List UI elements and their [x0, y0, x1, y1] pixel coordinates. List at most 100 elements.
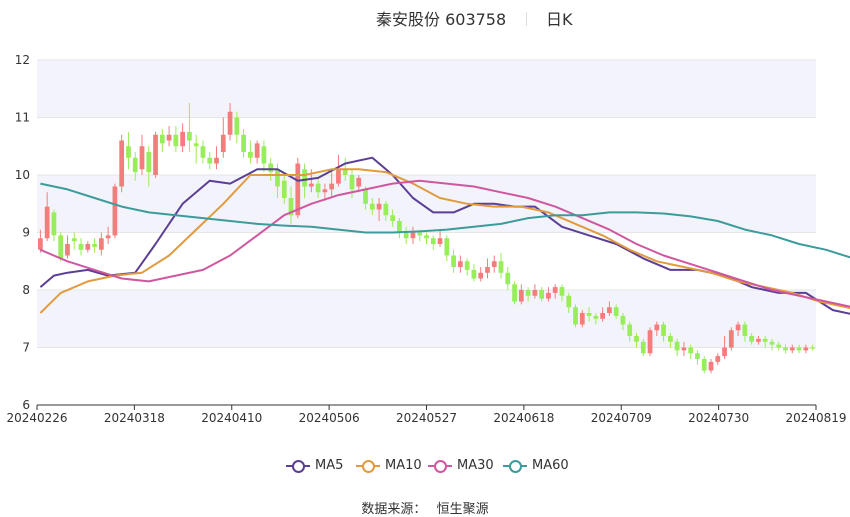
legend-label: MA30 — [457, 458, 494, 473]
y-tick-label: 11 — [15, 111, 30, 125]
kline-chart[interactable]: 6 7 8 9 10 11 12 20240226 20240318 20240410 202405… — [0, 0, 850, 450]
x-tick-label: 20240410 — [201, 411, 262, 425]
candle-body — [329, 183, 335, 190]
candle-body — [227, 111, 233, 135]
legend-item-ma60[interactable]: MA60 — [503, 458, 569, 473]
candle-body — [552, 287, 558, 293]
candle-body — [457, 261, 463, 267]
candle-body — [369, 203, 375, 210]
candle-body — [78, 244, 84, 250]
y-tick-label: 6 — [22, 398, 30, 412]
candle-body — [166, 134, 172, 141]
legend-label: MA5 — [315, 458, 344, 473]
candle-body — [126, 146, 131, 158]
candle-body — [112, 186, 118, 236]
candle-body — [119, 140, 125, 187]
candle-body — [593, 315, 599, 319]
candle-body — [275, 169, 280, 187]
candle-body — [478, 272, 484, 279]
candle-body — [261, 146, 267, 164]
source-label: 数据来源： — [361, 502, 427, 517]
y-tick-label: 12 — [15, 53, 30, 67]
legend: MA5 MA10 MA30 MA60 — [0, 458, 850, 478]
candle-body — [207, 157, 213, 164]
y-tick-label: 8 — [22, 283, 30, 297]
candle-body — [390, 215, 396, 221]
x-tick-label: 20240709 — [591, 411, 652, 425]
candle-body — [308, 183, 314, 187]
candle-body — [65, 244, 70, 256]
candle-body — [783, 347, 788, 351]
candle-body — [193, 143, 199, 147]
candle-body — [518, 290, 524, 302]
candle-body — [234, 117, 240, 135]
candle-body — [722, 347, 727, 357]
candle-body — [451, 255, 456, 267]
period-label: 日K — [546, 10, 573, 29]
series-line-ma10 — [39, 168, 850, 314]
chart-title: 秦安股份 603758 — [376, 10, 507, 29]
series-line-ma5 — [39, 156, 850, 315]
candle-body — [403, 232, 409, 239]
candle-body — [573, 307, 578, 325]
candle-body — [342, 169, 348, 175]
legend-swatch-icon — [286, 459, 310, 473]
candle-body — [749, 336, 755, 342]
candle-body — [430, 238, 436, 244]
candle-body — [620, 315, 626, 325]
legend-item-ma10[interactable]: MA10 — [356, 458, 422, 473]
candle-body — [180, 131, 186, 147]
candle-body — [295, 163, 301, 216]
legend-swatch-icon — [356, 459, 380, 473]
candle-body — [566, 295, 572, 308]
legend-label: MA60 — [532, 458, 569, 473]
candle-body — [397, 221, 402, 233]
candle-body — [98, 238, 104, 250]
candle-body — [92, 244, 97, 247]
candle-body — [71, 238, 77, 242]
candle-body — [728, 330, 734, 348]
candle-body — [315, 183, 321, 193]
data-source: 数据来源： 恒生聚源 — [0, 498, 850, 517]
candle-body — [383, 203, 389, 216]
x-tick-label: 20240226 — [6, 411, 67, 425]
candle-body — [803, 347, 809, 351]
candle-body — [769, 341, 775, 345]
candle-body — [241, 134, 246, 152]
x-tick-label: 20240506 — [299, 411, 360, 425]
source-name: 恒生聚源 — [436, 502, 489, 517]
candle-body — [613, 307, 619, 316]
candle-body — [525, 290, 531, 296]
candle-body — [607, 307, 612, 313]
candle-body — [376, 203, 382, 210]
plot-band — [37, 60, 816, 118]
x-tick-label: 20240318 — [104, 411, 165, 425]
legend-item-ma5[interactable]: MA5 — [286, 458, 343, 473]
candle-body — [417, 232, 423, 236]
candle-body — [85, 244, 91, 250]
x-tick-label: 20240819 — [785, 411, 846, 425]
candle-body — [363, 189, 368, 204]
candle-body — [647, 330, 653, 354]
legend-swatch-icon — [503, 459, 527, 473]
legend-item-ma30[interactable]: MA30 — [428, 458, 494, 473]
candle-body — [627, 324, 633, 336]
candle-body — [708, 361, 714, 371]
candle-body — [546, 292, 551, 299]
candle-body — [701, 359, 707, 371]
plot-band — [37, 290, 816, 348]
candle-body — [810, 347, 815, 349]
candle-body — [789, 347, 795, 351]
candle-body — [187, 131, 192, 141]
y-tick-label: 7 — [22, 341, 30, 355]
candle-body — [302, 169, 307, 187]
candle-body — [471, 269, 477, 279]
candle-body — [756, 338, 761, 342]
candle-body — [491, 261, 497, 267]
candle-body — [139, 146, 145, 170]
legend-label: MA10 — [385, 458, 422, 473]
candle-body — [336, 169, 341, 184]
title-separator — [526, 12, 527, 26]
candle-body — [681, 347, 687, 351]
candle-body — [248, 152, 253, 158]
